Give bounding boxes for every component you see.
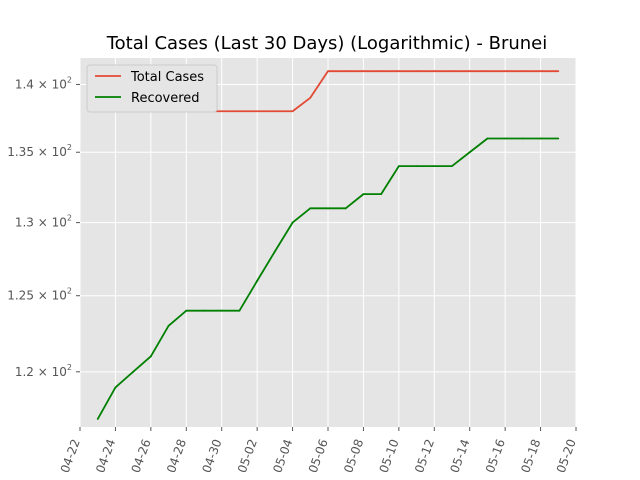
data-point-total-cases <box>539 70 542 73</box>
x-tick-label: 04-26 <box>129 437 154 475</box>
data-point-recovered <box>486 137 489 140</box>
y-tick-exponent: 2 <box>67 214 72 223</box>
data-point-recovered <box>256 279 259 282</box>
data-point-recovered <box>149 355 152 358</box>
data-point-total-cases <box>309 96 312 99</box>
data-point-total-cases <box>256 110 259 113</box>
x-tick-label: 05-18 <box>518 437 543 475</box>
data-point-recovered <box>504 137 507 140</box>
y-tick-exponent: 2 <box>67 287 72 296</box>
legend: Total Cases Recovered <box>86 64 218 113</box>
data-point-recovered <box>344 207 347 210</box>
data-point-recovered <box>521 137 524 140</box>
legend-label-recovered: Recovered <box>131 91 200 106</box>
x-tick-label: 05-16 <box>483 437 508 475</box>
y-tick-multiplier: × 10 <box>34 77 67 91</box>
x-tick-label: 04-30 <box>199 437 224 475</box>
data-point-recovered <box>397 165 400 168</box>
x-tick-label: 05-10 <box>377 437 402 475</box>
data-point-total-cases <box>397 70 400 73</box>
data-point-total-cases <box>380 70 383 73</box>
y-tick-multiplier: × 10 <box>34 289 67 303</box>
data-point-total-cases <box>238 110 241 113</box>
y-tick-mantissa: 1.2 <box>15 365 34 379</box>
data-point-total-cases <box>504 70 507 73</box>
data-point-total-cases <box>415 70 418 73</box>
data-point-recovered <box>327 207 329 210</box>
x-axis: 04-22 04-24 04-26 04-28 04-30 05-02 05-04 05-06… <box>58 427 579 475</box>
y-tick-label: 1.35 × 102 <box>7 143 72 159</box>
x-tick-label: 05-06 <box>306 437 331 475</box>
data-point-total-cases <box>521 70 524 73</box>
y-tick-exponent: 2 <box>67 143 72 152</box>
y-tick-mantissa: 1.25 <box>7 289 34 303</box>
data-point-recovered <box>309 207 312 210</box>
data-point-recovered <box>451 165 453 168</box>
data-point-total-cases <box>468 70 471 73</box>
data-point-recovered <box>415 165 418 168</box>
data-point-recovered <box>291 221 294 224</box>
y-tick-exponent: 2 <box>67 75 72 84</box>
x-tick-label: 04-24 <box>93 437 118 475</box>
x-tick-label: 05-12 <box>412 437 437 475</box>
y-tick-mantissa: 1.4 <box>15 77 34 91</box>
data-point-recovered <box>433 165 436 168</box>
y-tick-multiplier: × 10 <box>34 145 67 159</box>
y-tick-label: 1.25 × 102 <box>7 287 72 303</box>
data-point-recovered <box>557 137 560 140</box>
data-point-recovered <box>185 309 188 312</box>
x-tick-label: 04-28 <box>164 437 189 475</box>
data-point-recovered <box>203 309 205 312</box>
y-tick-label: 1.4 × 102 <box>15 75 72 91</box>
legend-label-total-cases: Total Cases <box>130 70 204 85</box>
x-tick-label: 05-04 <box>270 437 295 475</box>
data-point-recovered <box>380 193 383 196</box>
y-tick-multiplier: × 10 <box>34 216 67 230</box>
y-tick-label: 1.3 × 102 <box>15 214 72 230</box>
data-point-recovered <box>362 193 365 196</box>
data-point-total-cases <box>486 70 489 73</box>
data-point-total-cases <box>273 110 276 113</box>
data-point-total-cases <box>220 110 223 113</box>
data-point-recovered <box>539 137 542 140</box>
y-tick-exponent: 2 <box>67 363 72 372</box>
x-tick-label: 04-22 <box>58 437 83 475</box>
data-point-total-cases <box>451 70 453 73</box>
y-tick-label: 1.2 × 102 <box>15 363 72 379</box>
y-tick-mantissa: 1.35 <box>7 145 34 159</box>
data-point-total-cases <box>327 70 329 73</box>
data-point-recovered <box>220 309 223 312</box>
y-tick-multiplier: × 10 <box>34 365 67 379</box>
x-tick-label: 05-14 <box>447 437 472 475</box>
data-point-total-cases <box>344 70 347 73</box>
y-tick-mantissa: 1.3 <box>15 216 34 230</box>
data-point-recovered <box>114 386 117 389</box>
data-point-recovered <box>96 418 99 420</box>
x-tick-label: 05-20 <box>554 437 579 475</box>
data-point-total-cases <box>557 70 560 73</box>
data-point-recovered <box>132 370 135 373</box>
data-point-total-cases <box>433 70 436 73</box>
data-point-total-cases <box>362 70 365 73</box>
grid <box>79 58 577 427</box>
data-point-recovered <box>167 324 170 327</box>
x-tick-label: 05-02 <box>235 437 260 475</box>
data-point-recovered <box>468 151 471 154</box>
x-tick-label: 05-08 <box>341 437 366 475</box>
chart-title: Total Cases (Last 30 Days) (Logarithmic)… <box>106 33 548 54</box>
data-point-recovered <box>273 250 276 253</box>
data-point-total-cases <box>291 110 294 113</box>
data-point-recovered <box>238 309 241 312</box>
